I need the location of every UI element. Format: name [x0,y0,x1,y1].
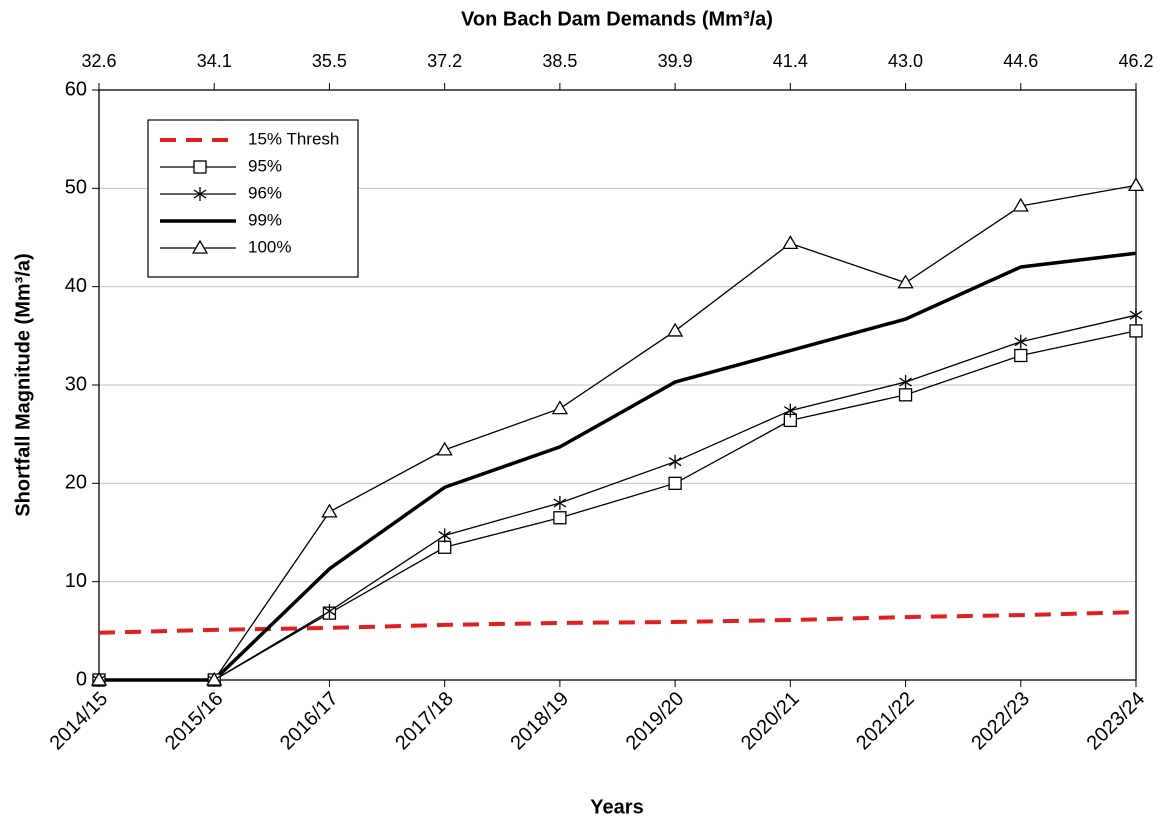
top-tick-label: 43.0 [888,51,923,71]
legend-box [147,119,359,278]
x-tick-label: 2023/24 [1083,688,1150,755]
marker-star [668,454,682,469]
star-stroke [899,377,912,387]
top-tick-label: 34.1 [197,51,232,71]
star-stroke [783,406,797,416]
marker-triangle [191,239,209,254]
x-tick-label: 2021/22 [852,688,919,755]
chart-title: Von Bach Dam Demands (Mm³/a) [461,8,773,30]
star-stroke [1014,337,1028,347]
marker-square [668,476,682,490]
x-tick-label: 2015/16 [161,688,228,755]
marker-star [438,528,452,543]
legend-label: 15% Thresh [248,129,339,148]
legend-label: 99% [248,210,282,229]
series-line [98,610,1137,635]
y-tick-label: 60 [65,78,87,100]
marker-square [193,160,207,174]
top-tick-label: 37.2 [427,51,462,71]
marker-star [553,496,567,510]
legend-label: 100% [248,237,291,256]
marker-star [1129,308,1143,323]
x-tick-label: 2016/17 [276,688,343,755]
x-tick-label: 2018/19 [506,688,573,755]
series-line [99,330,1137,681]
y-axis-label: Shortfall Magnitude (Mm³/a) [12,253,34,516]
marker-triangle [1127,177,1145,192]
marker-triangle [206,671,223,686]
marker-square [1014,348,1028,363]
marker-triangle [897,274,914,289]
marker-star [323,604,336,619]
x-tick-label: 2019/20 [622,688,689,755]
marker-star [783,403,797,418]
series-line [99,314,1137,681]
y-tick-label: 20 [65,472,87,494]
top-tick-label: 32.6 [81,51,116,71]
star-stroke [1129,310,1143,320]
marker-triangle [551,400,569,415]
marker-square [553,511,567,525]
marker-triangle [436,441,453,456]
y-tick-label: 10 [65,570,87,592]
x-tick-label: 2022/23 [967,688,1034,755]
top-tick-label: 44.6 [1003,51,1038,71]
marker-square [438,540,452,554]
y-tick-label: 0 [76,668,87,690]
y-tick-label: 50 [65,177,87,199]
star-stroke [668,457,682,467]
legend-label: 95% [248,156,282,175]
marker-star [899,375,912,390]
series-line [99,251,1137,682]
marker-star [1014,334,1028,349]
x-tick-label: 2017/18 [391,688,458,755]
x-tick-label: 2020/21 [737,688,804,755]
top-tick-label: 41.4 [773,51,808,71]
top-tick-label: 46.2 [1118,51,1153,71]
marker-square [1129,324,1143,338]
marker-triangle [1012,197,1029,212]
star-stroke [553,498,567,508]
legend-label: 96% [248,183,282,202]
marker-triangle [321,503,338,518]
top-tick-label: 39.9 [658,51,693,71]
x-tick-label: 2014/15 [46,688,113,755]
marker-square [898,388,913,402]
marker-triangle [782,235,799,250]
star-stroke [193,189,207,199]
plot-frame [98,89,1137,681]
series-line [99,184,1137,681]
top-tick-label: 35.5 [312,51,347,71]
marker-star [193,187,207,201]
y-tick-label: 40 [65,275,87,297]
x-axis-label: Years [590,796,643,818]
y-tick-label: 30 [65,373,87,395]
marker-triangle [90,671,108,686]
top-tick-label: 38.5 [542,51,577,71]
marker-triangle [666,322,684,337]
star-stroke [323,606,336,616]
star-stroke [438,530,452,540]
